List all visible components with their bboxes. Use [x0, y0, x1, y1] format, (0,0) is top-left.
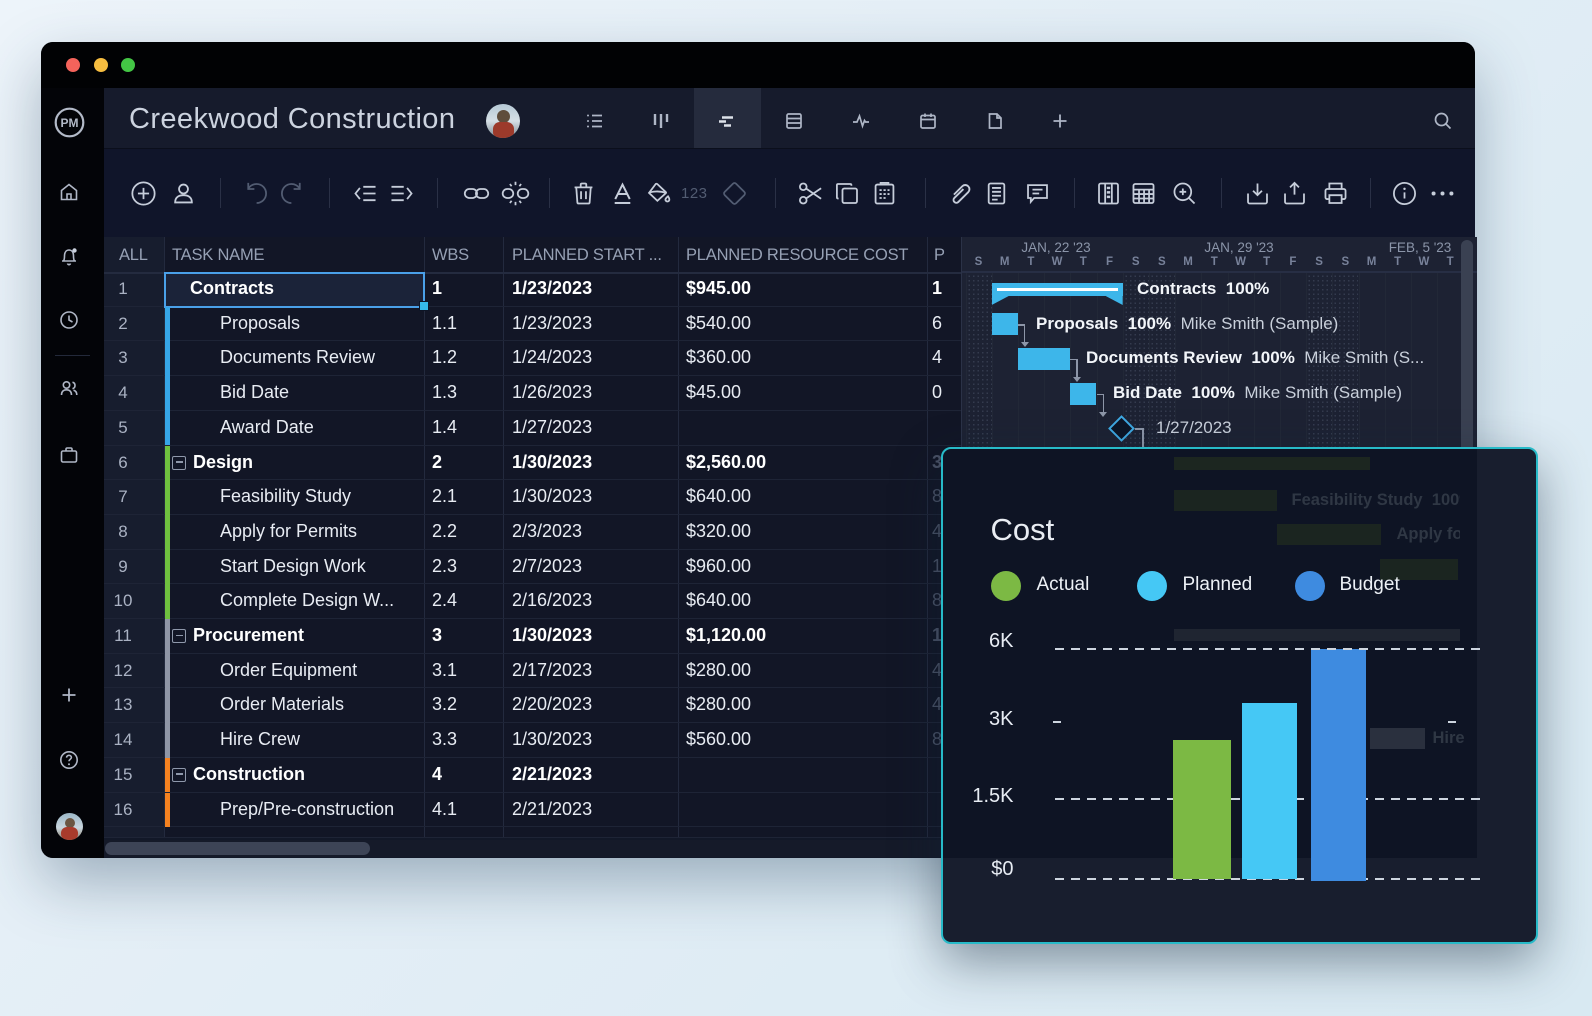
- svg-text:PM: PM: [61, 116, 79, 130]
